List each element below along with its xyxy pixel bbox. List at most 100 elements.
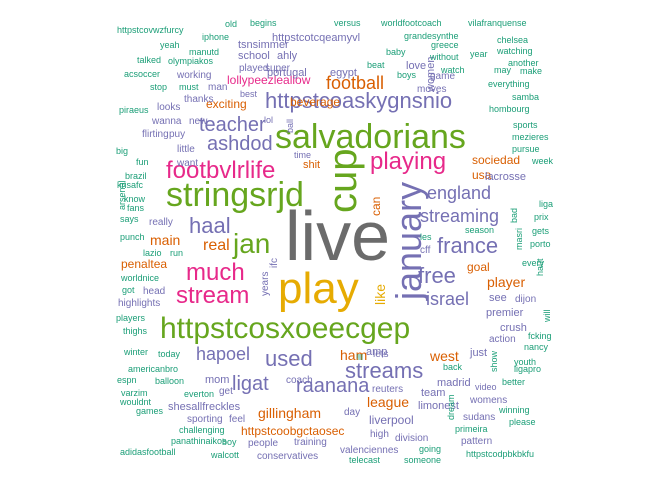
word-boy: boy [222, 437, 237, 447]
word-season: season [465, 225, 494, 235]
word-games: games [136, 406, 164, 416]
word-watching: watching [496, 46, 533, 56]
word-nancy: nancy [524, 342, 549, 352]
word-ball: ball [285, 119, 295, 133]
word-begins: begins [250, 18, 277, 28]
word-thanks: thanks [184, 94, 213, 105]
word-usa: usa [472, 168, 492, 182]
word-winter: winter [123, 347, 148, 357]
word-exciting: exciting [206, 97, 247, 111]
word-stop: stop [150, 82, 167, 92]
word-want: want [176, 158, 198, 169]
word-main: main [150, 232, 180, 248]
word-lacrosse: lacrosse [485, 171, 526, 183]
word-fcking: fcking [528, 331, 552, 341]
word-httpstcoaskygnsnio: httpstcoaskygnsnio [265, 88, 452, 113]
word-beverage: beverage [290, 95, 340, 109]
word-streams: streams [345, 358, 423, 383]
word-shit: shit [303, 159, 320, 171]
word-fans: fans [127, 203, 145, 213]
word-going: going [419, 444, 441, 454]
word-action: action [489, 334, 516, 345]
word-valenciennes: valenciennes [340, 445, 398, 456]
word-time: time [294, 150, 311, 160]
word-highlights: highlights [118, 298, 160, 309]
word-wouldnt: wouldnt [119, 397, 152, 407]
word-worldfootcoach: worldfootcoach [380, 18, 442, 28]
word-lazio: lazio [143, 248, 162, 258]
word-thighs: thighs [123, 326, 148, 336]
word-year: year [470, 49, 488, 59]
word-can: can [369, 197, 383, 216]
word-may: may [494, 65, 512, 75]
word-challenging: challenging [179, 425, 225, 435]
word-cff: cff [420, 245, 431, 256]
word-portugal: portugal [267, 67, 307, 79]
word-versus: versus [334, 18, 361, 28]
word-panathinaikos: panathinaikos [171, 436, 227, 446]
word-another: another [508, 58, 539, 68]
word-played: played [239, 63, 268, 74]
word-ill: ill [355, 354, 365, 360]
word-teacher: teacher [199, 114, 266, 136]
word-little: little [177, 144, 195, 155]
word-les: les [420, 232, 432, 242]
word-moves: moves [417, 84, 446, 95]
word-chelsea: chelsea [497, 35, 528, 45]
word-bad: bad [509, 208, 519, 223]
word-ashdod: ashdod [207, 133, 273, 155]
word-gets: gets [532, 226, 550, 236]
word-mezieres: mezieres [512, 132, 549, 142]
word-run: run [170, 248, 183, 258]
word-espn: espn [117, 375, 137, 385]
word-see: see [489, 292, 507, 304]
word-old: old [225, 19, 237, 29]
word-primeira: primeira [455, 424, 488, 434]
word-training: training [294, 437, 327, 448]
word-used: used [265, 346, 313, 371]
word-piraeus: piraeus [119, 105, 149, 115]
word-west: west [429, 348, 459, 364]
word-krisafc: krisafc [117, 180, 144, 190]
word-porto: porto [530, 239, 551, 249]
word-cup: cup [321, 149, 365, 214]
word-school: school [238, 50, 270, 62]
word-baby: baby [386, 47, 406, 57]
word-liverpool: liverpool [369, 413, 414, 427]
word-women: women [425, 57, 437, 93]
word-prix: prix [534, 212, 549, 222]
word-says: says [120, 214, 139, 224]
word-puy: puy [169, 129, 185, 140]
word-play: play [278, 264, 359, 313]
word-walcott: walcott [210, 450, 240, 460]
word-manutd: manutd [189, 47, 219, 57]
word-raanana: raanana [296, 375, 370, 397]
word-ahly: ahly [277, 50, 298, 62]
word-must: must [179, 82, 199, 92]
word-vilafranquense: vilafranquense [468, 18, 527, 28]
word-best: best [240, 89, 258, 99]
word-every: every [522, 258, 545, 268]
word-sudans: sudans [463, 412, 495, 423]
word-punch: punch [120, 232, 145, 242]
word-game: game [430, 71, 455, 82]
word-youth: youth [514, 357, 536, 367]
word-footbvlrlife: footbvlrlife [166, 157, 275, 184]
word-know: know [124, 194, 146, 204]
word-day: day [344, 407, 360, 418]
word-better: better [502, 377, 525, 387]
word-stringsrjd: stringsrjd [166, 176, 304, 214]
word-big: big [116, 146, 128, 156]
word-amp: amp [366, 346, 387, 358]
word-gillingham: gillingham [258, 405, 321, 421]
word-worldnice: worldnice [120, 273, 159, 283]
word-httpstcodpbkbkfu: httpstcodpbkbkfu [466, 449, 534, 459]
word-got: got [122, 285, 135, 295]
word-masri: masri [514, 228, 524, 250]
word-limonest: limonest [418, 400, 459, 412]
word-league: league [367, 394, 409, 410]
word-olympiakos: olympiakos [168, 56, 214, 66]
word-sports: sports [513, 120, 538, 130]
word-jan: jan [232, 228, 270, 259]
